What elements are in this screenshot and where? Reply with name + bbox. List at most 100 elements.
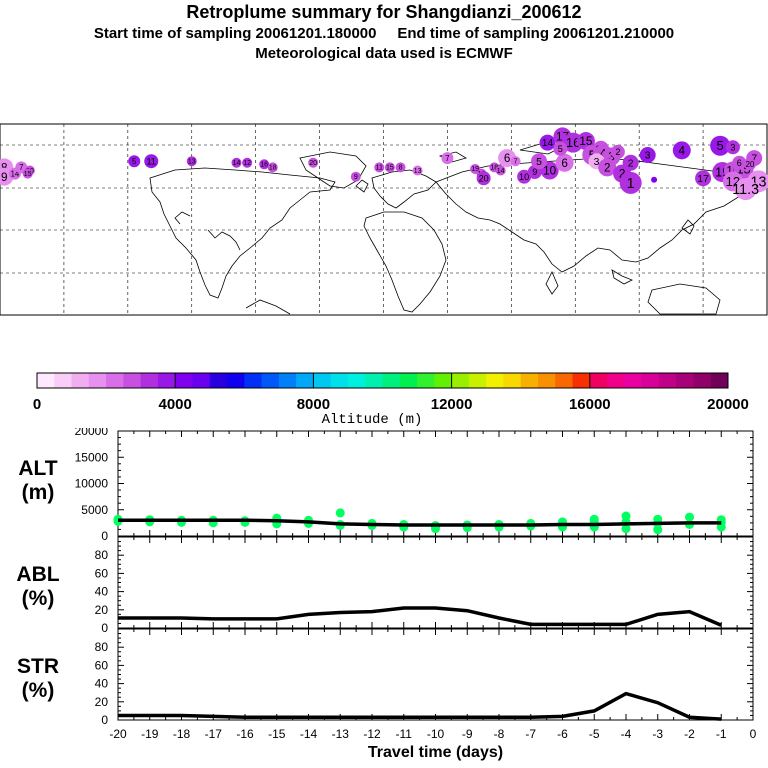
- map-marker-label: 6: [504, 152, 511, 165]
- map-marker-dot: [517, 169, 532, 184]
- map-marker-dot: [651, 176, 658, 183]
- y-tick-label: 20: [95, 603, 109, 617]
- map-marker-label: 1: [627, 176, 635, 192]
- colorbar-cell: [624, 373, 643, 388]
- map-marker-label: 10: [519, 172, 529, 182]
- map-marker-dot: [231, 157, 242, 168]
- y-tick-label: 80: [95, 548, 109, 562]
- colorbar-tick-label: 12000: [431, 396, 473, 413]
- timeseries-panels: 05000100001500020000ALT(m)020406080ABL(%…: [16, 428, 757, 761]
- y-tick-label: 20: [95, 695, 109, 709]
- map-marker-dot: [242, 157, 253, 168]
- colorbar-cell: [244, 373, 263, 388]
- map-marker-label: 5: [558, 144, 563, 154]
- map-marker-dot: [725, 140, 740, 155]
- x-tick-label: -14: [300, 727, 318, 741]
- map-marker-dot: [144, 154, 159, 169]
- colorbar-cell: [676, 373, 694, 388]
- colorbar-cell: [192, 373, 211, 388]
- map-marker-label: 7: [445, 154, 449, 163]
- map-marker-dot: [412, 165, 423, 176]
- map-marker-label: 20: [746, 160, 755, 169]
- alt-point: [621, 524, 631, 534]
- map-marker-label: 18: [490, 165, 498, 172]
- panel-label: STR: [17, 655, 59, 678]
- y-tick-label: 15000: [75, 450, 109, 464]
- map-marker-dot: [732, 155, 747, 170]
- map-marker-label: 7: [751, 154, 757, 165]
- alt-point: [685, 512, 694, 522]
- colorbar-ticks: 0 4000 8000 12000 16000 20000: [33, 373, 749, 413]
- x-tick-label: -5: [589, 727, 600, 741]
- colorbar-cell: [261, 373, 280, 388]
- panel-unit: (%): [22, 587, 55, 610]
- y-tick-label: 40: [95, 677, 109, 691]
- map-marker-dot: [619, 171, 642, 194]
- x-tick-label: 0: [750, 727, 757, 741]
- map-marker-dot: [639, 147, 656, 163]
- met-data-source: Meteorological data used is ECMWF: [255, 45, 513, 62]
- colorbar-cells: [37, 373, 729, 388]
- map-marker-dot: [350, 171, 361, 182]
- colorbar-cell: [88, 373, 107, 388]
- map-marker-label: 4: [679, 144, 686, 157]
- panel-frame: [117, 628, 754, 721]
- map-marker-dot: [22, 168, 33, 179]
- map-marker-dot: [695, 170, 712, 187]
- y-tick-label: 0: [101, 713, 108, 727]
- map-marker-label: 5: [536, 157, 542, 168]
- map-marker-label: 13: [188, 158, 196, 165]
- y-tick-label: 80: [95, 640, 109, 654]
- map-marker-label: 6: [737, 158, 742, 168]
- colorbar-cell: [382, 373, 401, 388]
- colorbar-cell: [503, 373, 522, 388]
- colorbar-cell: [54, 373, 73, 388]
- map-marker-label: 5: [132, 157, 137, 166]
- map-marker-dot: [259, 159, 270, 170]
- map-marker-dot: [610, 144, 625, 159]
- map-marker-dot: [186, 156, 197, 167]
- colorbar-cell: [347, 373, 366, 388]
- colorbar-cell: [71, 373, 90, 388]
- x-tick-label: -15: [268, 727, 286, 741]
- map-marker-dot: [267, 162, 278, 173]
- colorbar-cell: [434, 373, 453, 388]
- map-marker-label: 2: [628, 158, 634, 169]
- map-marker-dot: [384, 162, 395, 173]
- colorbar-cell: [658, 373, 677, 388]
- map-marker-label: 16: [566, 135, 580, 150]
- colorbar-cell: [330, 373, 349, 388]
- map-marker-label: 6: [561, 157, 568, 170]
- x-tick-label: -18: [173, 727, 191, 741]
- y-tick-label: 0: [101, 529, 108, 543]
- x-tick-label: -9: [462, 727, 473, 741]
- alt-point: [653, 525, 663, 535]
- series-line: [118, 518, 722, 527]
- map-marker-label: 7: [514, 158, 518, 165]
- alt-point: [335, 508, 345, 518]
- map-marker-dot: [441, 152, 454, 165]
- colorbar-cell: [693, 373, 712, 388]
- panel-alt: 0 5000 10000 15000 20000 ALT(m): [18, 428, 754, 543]
- colorbar-tick-label: 20000: [707, 396, 749, 413]
- map-marker-label: 5: [717, 138, 724, 153]
- x-tick-label: -20: [109, 727, 127, 741]
- map-marker-dot: [476, 171, 491, 186]
- colorbar-cell: [641, 373, 660, 388]
- x-tick-label: -1: [716, 727, 727, 741]
- x-tick-label: -10: [427, 727, 445, 741]
- panel-label: ABL: [16, 563, 59, 586]
- retroplume-markers: 8914720155111314121618209111581371919201…: [0, 127, 768, 201]
- map-marker-label: 11.3: [732, 182, 759, 198]
- x-tick-label: -11: [396, 727, 413, 741]
- map-marker-label: 2: [615, 147, 620, 157]
- map-marker-dot: [531, 153, 548, 170]
- x-tick-label: -8: [494, 727, 505, 741]
- colorbar-cell: [399, 373, 418, 388]
- colorbar-tick-label: 4000: [159, 396, 192, 413]
- colorbar-cell: [537, 373, 556, 388]
- colorbar-cell: [175, 373, 193, 388]
- y-tick-label: 10000: [75, 477, 109, 491]
- map-marker-dot: [743, 158, 756, 171]
